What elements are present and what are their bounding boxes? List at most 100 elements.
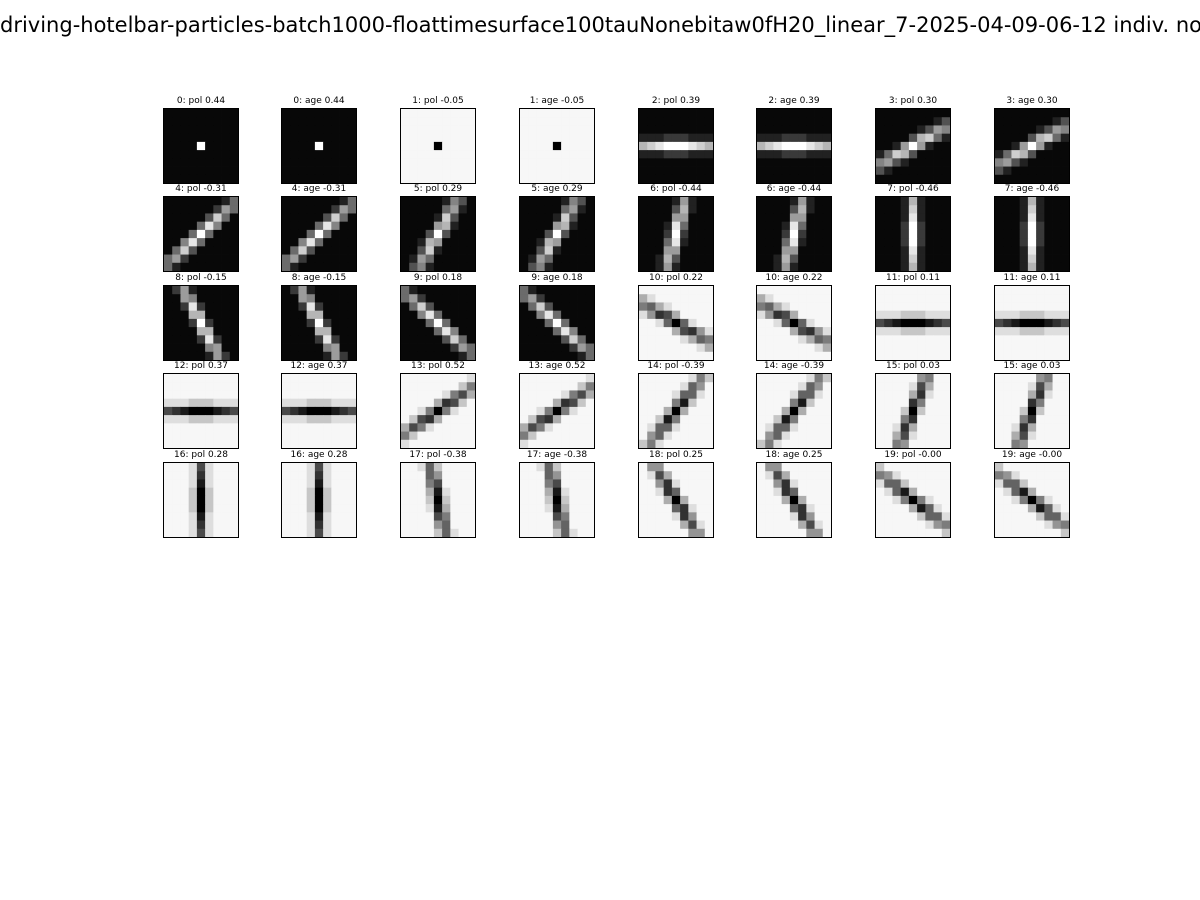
- heatmap-cell: [1036, 246, 1045, 255]
- heatmap-cell: [417, 117, 427, 126]
- heatmap-cell: [663, 512, 673, 521]
- heatmap-cell: [1027, 302, 1037, 312]
- heatmap-cell: [577, 528, 587, 538]
- heatmap-cell: [290, 512, 299, 521]
- heatmap-cell: [757, 262, 766, 272]
- heatmap-cell: [781, 150, 791, 159]
- heatmap-cell: [704, 406, 714, 416]
- heatmap-cell: [561, 302, 570, 312]
- heatmap-cell: [822, 286, 832, 295]
- heatmap-cell: [306, 221, 316, 231]
- heatmap-cell: [884, 294, 893, 303]
- heatmap-cell: [908, 390, 918, 400]
- heatmap-cell: [995, 302, 1004, 312]
- heatmap-cell: [941, 495, 951, 505]
- heatmap-cell: [569, 351, 578, 361]
- heatmap-cell: [704, 439, 714, 449]
- heatmap-cell: [765, 504, 774, 513]
- heatmap-cell: [544, 158, 554, 167]
- heatmap-cell: [577, 254, 587, 264]
- heatmap-cell: [282, 294, 291, 303]
- heatmap-cell: [1011, 335, 1021, 344]
- heatmap-cell: [757, 221, 766, 231]
- heatmap-cell: [433, 125, 443, 135]
- heatmap-cell: [401, 109, 410, 118]
- heatmap-cell: [569, 246, 578, 255]
- heatmap-cell: [941, 415, 951, 424]
- heatmap-cell: [876, 229, 885, 239]
- heatmap-cell: [323, 327, 332, 336]
- heatmap-cell: [925, 512, 934, 521]
- heatmap-cell: [781, 205, 791, 214]
- heatmap-cell: [401, 318, 410, 328]
- heatmap-cell: [561, 109, 570, 118]
- heatmap-cell: [401, 431, 410, 441]
- heatmap-cell: [458, 390, 468, 400]
- heatmap-cell: [458, 246, 468, 255]
- heatmap-cell: [884, 286, 893, 295]
- heatmap-cell: [639, 286, 648, 295]
- heatmap-cell: [331, 174, 340, 184]
- heatmap-cell: [314, 229, 324, 239]
- panel-title: 3: pol 0.30: [888, 96, 938, 106]
- heatmap-cell: [1044, 423, 1053, 432]
- heatmap-cell: [425, 286, 435, 295]
- heatmap-cell: [1011, 398, 1021, 408]
- heatmap-cell: [1027, 197, 1037, 206]
- heatmap-cell: [884, 141, 893, 151]
- panel-frame: [875, 462, 951, 538]
- panel-frame: [519, 373, 595, 449]
- heatmap-cell: [884, 117, 893, 126]
- heatmap-cell: [323, 431, 332, 441]
- heatmap-cell: [417, 197, 427, 206]
- heatmap-cell: [401, 382, 410, 391]
- heatmap-cell: [229, 221, 239, 231]
- heatmap-cell: [1027, 463, 1037, 472]
- heatmap-cell: [757, 343, 766, 353]
- heatmap-cell: [569, 229, 578, 239]
- heatmap-cell: [290, 310, 299, 320]
- heatmap-cell: [1036, 109, 1045, 118]
- heatmap-cell: [298, 390, 308, 400]
- heatmap-cell: [1011, 246, 1021, 255]
- heatmap-cell: [663, 262, 673, 272]
- heatmap-cell: [1011, 166, 1021, 176]
- heatmap-cell: [900, 310, 910, 320]
- heatmap-cell: [536, 390, 546, 400]
- heatmap-cell: [704, 382, 714, 391]
- heatmap-cell: [822, 479, 832, 489]
- heatmap-cell: [773, 504, 783, 513]
- heatmap-cell: [213, 205, 222, 214]
- heatmap-cell: [704, 205, 714, 214]
- heatmap-cell: [450, 398, 459, 408]
- heatmap-cell: [205, 471, 214, 480]
- heatmap-cell: [561, 471, 570, 480]
- heatmap-cell: [450, 327, 459, 336]
- heatmap-cell: [892, 246, 902, 255]
- heatmap-cell: [925, 205, 934, 214]
- heatmap-cell: [757, 512, 766, 521]
- heatmap-cell: [688, 479, 697, 489]
- heatmap-cell: [1027, 310, 1037, 320]
- heatmap-cell: [314, 318, 324, 328]
- heatmap-cell: [536, 343, 546, 353]
- heatmap-cell: [442, 487, 451, 497]
- heatmap-cell: [401, 238, 410, 247]
- heatmap-cell: [1044, 479, 1053, 489]
- heatmap-cell: [773, 166, 783, 176]
- heatmap-cell: [925, 423, 934, 432]
- heatmap-cell: [908, 254, 918, 264]
- heatmap-cell: [577, 351, 587, 361]
- heatmap-cell: [458, 398, 468, 408]
- heatmap-cell: [544, 528, 554, 538]
- heatmap-cell: [806, 221, 815, 231]
- heatmap-cell: [442, 327, 451, 336]
- heatmap-cell: [290, 406, 299, 416]
- heatmap-cell: [520, 423, 529, 432]
- heatmap-cell: [941, 141, 951, 151]
- heatmap-cell: [671, 246, 681, 255]
- heatmap-cell: [671, 439, 681, 449]
- heatmap-cell: [1044, 382, 1053, 391]
- heatmap-cell: [520, 221, 529, 231]
- heatmap-cell: [1036, 141, 1045, 151]
